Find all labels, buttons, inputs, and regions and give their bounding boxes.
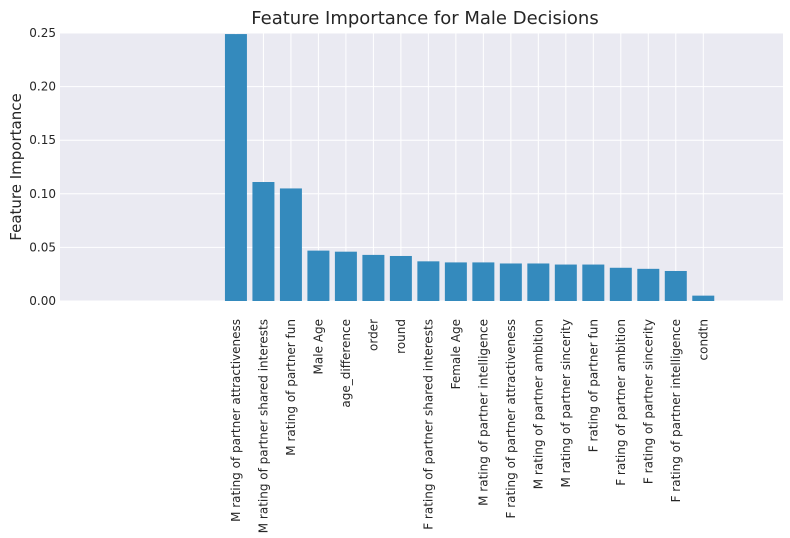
bar-12 <box>554 264 577 301</box>
x-tick-label: F rating of partner shared interests <box>421 319 435 530</box>
x-tick-label: round <box>394 319 408 354</box>
bars <box>224 34 715 302</box>
x-tick-label: M rating of partner shared interests <box>256 319 270 533</box>
x-tick-label: condtn <box>696 319 710 360</box>
bar-1 <box>252 182 275 301</box>
bar-2 <box>279 188 302 301</box>
x-tick-label: Female Age <box>449 319 463 389</box>
x-tick-label: M rating of partner fun <box>284 319 298 456</box>
y-ticks: 0.00 0.05 0.10 0.15 0.20 0.25 <box>29 26 56 308</box>
x-tick-label: Male Age <box>311 319 325 374</box>
bar-16 <box>664 270 687 301</box>
y-tick-label: 0.00 <box>29 294 56 308</box>
x-tick-labels: M rating of partner attractiveness M rati… <box>229 319 710 533</box>
chart-title: Feature Importance for Male Decisions <box>251 8 598 29</box>
x-tick-label: M rating of partner attractiveness <box>229 319 243 522</box>
bar-6 <box>389 255 412 301</box>
bar-15 <box>637 268 660 301</box>
bar-5 <box>362 254 385 301</box>
x-tick-label: F rating of partner attractiveness <box>504 319 518 518</box>
x-tick-label: F rating of partner intelligence <box>669 319 683 502</box>
bar-17 <box>692 295 715 301</box>
bar-8 <box>444 262 467 301</box>
bar-13 <box>582 264 605 301</box>
grid-lines <box>60 32 783 302</box>
bar-4 <box>334 251 357 301</box>
plot-background <box>60 33 783 301</box>
bar-14 <box>609 267 632 301</box>
bar-9 <box>472 262 495 301</box>
x-tick-label: F rating of partner sincerity <box>641 319 655 484</box>
y-axis-label: Feature Importance <box>7 93 25 240</box>
x-tick-label: F rating of partner fun <box>586 319 600 452</box>
y-tick-label: 0.10 <box>29 187 56 201</box>
y-tick-label: 0.20 <box>29 80 56 94</box>
x-tick-label: M rating of partner intelligence <box>476 319 490 506</box>
x-tick-label: F rating of partner ambition <box>614 319 628 486</box>
x-tick-label: age_difference <box>339 319 353 408</box>
y-tick-label: 0.05 <box>29 240 56 254</box>
bar-0 <box>224 34 247 302</box>
bar-11 <box>527 263 550 301</box>
bar-10 <box>499 263 522 301</box>
x-tick-label: order <box>366 319 380 351</box>
y-tick-label: 0.25 <box>29 26 56 40</box>
bar-7 <box>417 261 440 301</box>
y-tick-label: 0.15 <box>29 133 56 147</box>
x-tick-label: M rating of partner ambition <box>531 319 545 489</box>
x-tick-label: M rating of partner sincerity <box>559 319 573 488</box>
bar-3 <box>307 250 330 301</box>
